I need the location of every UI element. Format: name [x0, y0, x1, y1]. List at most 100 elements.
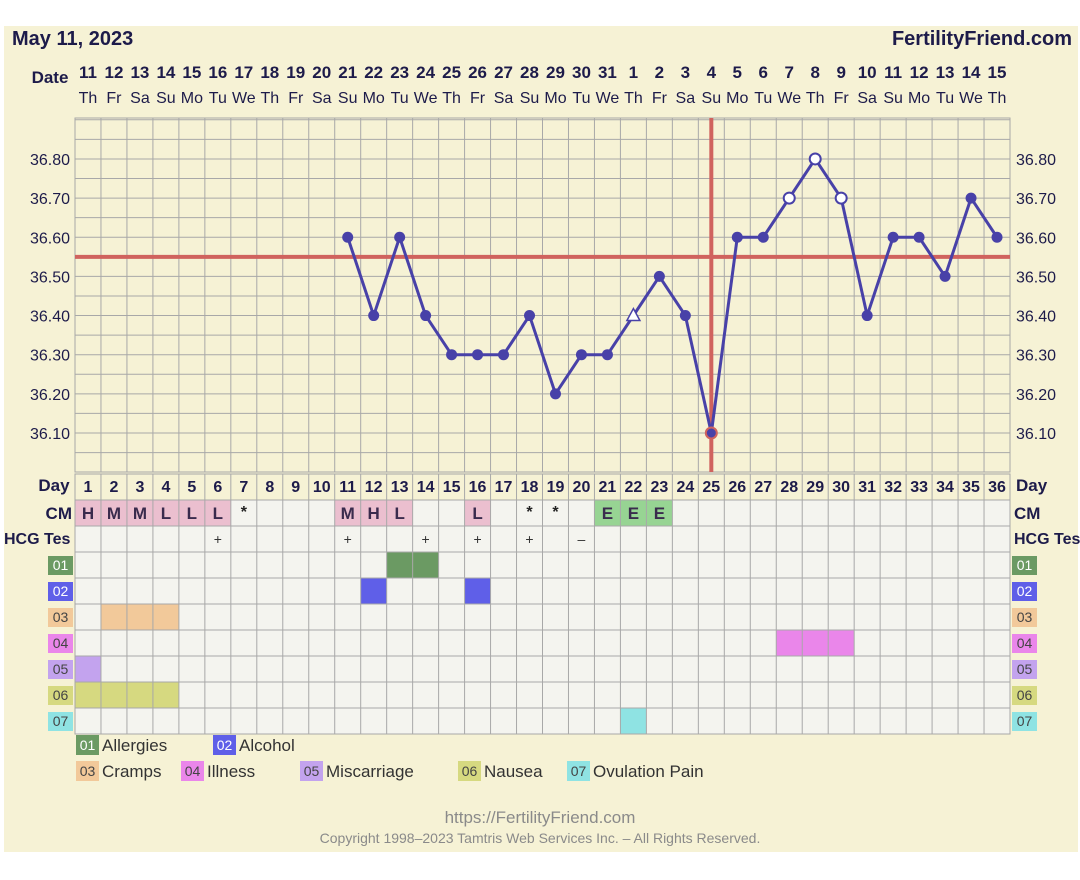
y-tick-label-left: 36.50	[30, 269, 70, 286]
weekday-label: Sa	[130, 90, 150, 107]
legend-code: 01	[80, 737, 96, 753]
temperature-point	[834, 191, 848, 205]
temperature-point	[757, 231, 769, 243]
weekday-label: Sa	[312, 90, 332, 107]
date-label: 7	[785, 63, 794, 82]
symptom-code-left: 02	[53, 583, 69, 599]
symptom-code-badge-left	[48, 634, 73, 653]
symptom-cell	[75, 682, 101, 708]
y-tick-label-left: 36.30	[30, 348, 70, 365]
hcg-mark: +	[473, 531, 481, 547]
weekday-label: We	[232, 90, 256, 107]
date-label: 10	[858, 63, 877, 82]
cm-cell	[620, 500, 647, 526]
date-label: 23	[390, 63, 409, 82]
legend-code: 03	[80, 763, 96, 779]
cm-mark: L	[394, 504, 404, 523]
cm-mark: L	[213, 504, 223, 523]
legend-label: Allergies	[102, 736, 167, 755]
cm-cell	[152, 500, 179, 526]
temperature-line-segment	[398, 236, 428, 317]
temperature-point	[704, 426, 718, 440]
hcg-mark: +	[422, 531, 430, 547]
symptom-cell	[152, 682, 179, 708]
temperature-point	[625, 306, 642, 322]
date-label: 12	[104, 63, 123, 82]
temperature-line-segment	[554, 353, 583, 395]
date-label: 29	[546, 63, 565, 82]
cycle-day-label: 35	[962, 479, 980, 496]
cycle-day-label: 8	[265, 479, 274, 496]
cm-mark: M	[107, 504, 121, 523]
weekday-label: Fr	[106, 90, 122, 107]
cm-mark: L	[187, 504, 197, 523]
symptom-cell	[802, 630, 829, 656]
temperature-point	[782, 191, 796, 205]
legend-code: 05	[304, 763, 320, 779]
y-tick-label-left: 36.80	[30, 152, 70, 169]
date-label: 9	[836, 63, 845, 82]
legend-label: Alcohol	[239, 736, 295, 755]
cycle-day-label: 10	[313, 479, 331, 496]
temperature-point	[939, 270, 951, 282]
temperature-point	[887, 231, 899, 243]
temperature-point	[653, 270, 665, 282]
weekday-label: Su	[520, 90, 540, 107]
legend-code: 04	[185, 763, 201, 779]
footer-copyright: Copyright 1998–2023 Tamtris Web Services…	[319, 830, 761, 846]
cycle-day-label: 34	[936, 479, 954, 496]
cm-mark: M	[341, 504, 355, 523]
y-tick-label-right: 36.40	[1016, 309, 1056, 326]
temperature-point	[446, 349, 458, 361]
cycle-day-label: 36	[988, 479, 1006, 496]
symptom-cell	[126, 682, 153, 708]
temperature-line-segment	[424, 314, 453, 356]
temperature-point	[342, 231, 354, 243]
temperature-line-segment	[606, 314, 635, 356]
symptom-cell	[100, 604, 127, 630]
temperature-point	[913, 231, 925, 243]
weekday-label: Sa	[494, 90, 514, 107]
symptom-cell	[412, 552, 439, 578]
symptom-code-left: 04	[53, 635, 69, 651]
symptom-code-badge-left	[48, 608, 73, 627]
date-label: 19	[286, 63, 305, 82]
date-label: 25	[442, 63, 461, 82]
date-label: 21	[338, 63, 357, 82]
weekday-label: Tu	[936, 90, 954, 107]
y-tick-label-right: 36.20	[1016, 387, 1056, 404]
footer-url[interactable]: https://FertilityFriend.com	[444, 808, 636, 827]
weekday-label: Sa	[676, 90, 696, 107]
symptom-cell	[620, 708, 647, 734]
legend-code: 06	[462, 763, 478, 779]
legend-swatch	[300, 761, 323, 781]
cm-row-label: CM	[46, 504, 72, 523]
hcg-mark: +	[214, 531, 222, 547]
weekday-label: Fr	[652, 90, 668, 107]
cycle-day-label: 31	[858, 479, 876, 496]
symptom-code-right: 07	[1017, 713, 1033, 729]
y-tick-label-right: 36.10	[1016, 426, 1056, 443]
weekday-label: Su	[338, 90, 358, 107]
cycle-day-label: 18	[521, 479, 539, 496]
day-row-label-right: Day	[1016, 476, 1048, 495]
symptom-code-right: 03	[1017, 609, 1033, 625]
date-label: 14	[156, 63, 175, 82]
legend-swatch	[458, 761, 481, 781]
weekday-label: Tu	[209, 90, 227, 107]
temperature-point	[601, 349, 613, 361]
temperature-point	[808, 152, 822, 166]
weekday-label: Th	[624, 90, 643, 107]
cycle-day-label: 19	[547, 479, 565, 496]
weekday-label: Th	[806, 90, 825, 107]
cm-mark: E	[628, 504, 639, 523]
cycle-day-label: 27	[754, 479, 772, 496]
hcg-mark: +	[344, 531, 352, 547]
weekday-label: Th	[79, 90, 98, 107]
date-label: 14	[962, 63, 981, 82]
temperature-point	[861, 310, 873, 322]
chart-date-title: May 11, 2023	[12, 28, 134, 50]
site-name: FertilityFriend.com	[891, 28, 1072, 50]
date-row-label: Date	[32, 68, 69, 87]
y-tick-label-left: 36.70	[30, 191, 70, 208]
